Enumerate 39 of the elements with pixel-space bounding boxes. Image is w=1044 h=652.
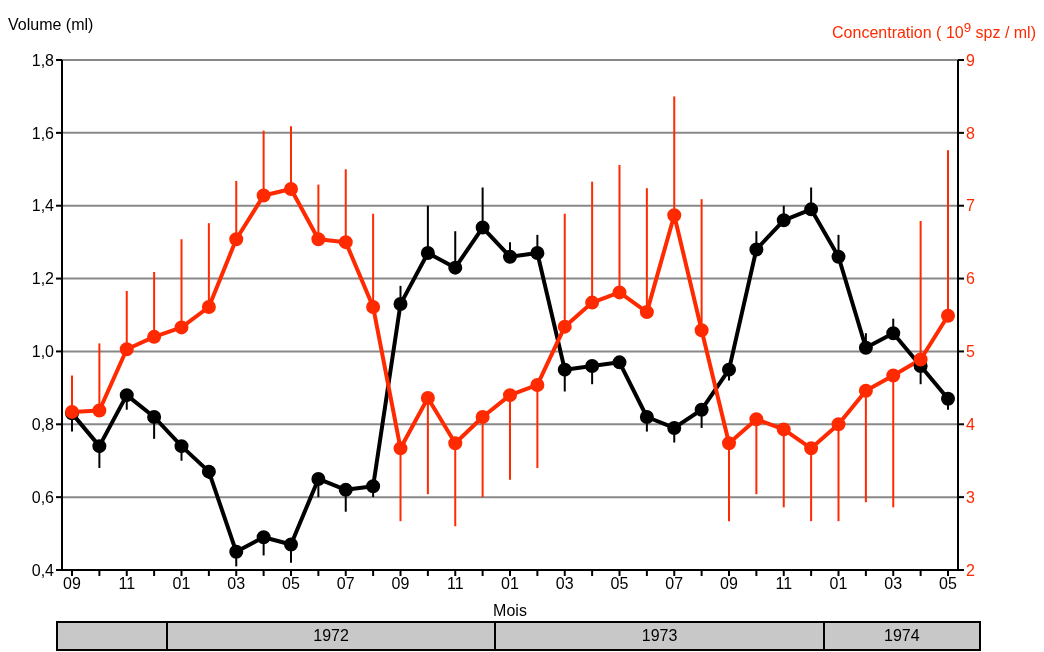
y-tick-label: 1,8 xyxy=(31,51,55,69)
x-tick-label: 05 xyxy=(282,575,300,593)
x-axis-title: Mois xyxy=(492,602,528,620)
x-tick-label: 03 xyxy=(555,575,574,593)
x-tick-label: 05 xyxy=(939,575,957,593)
y2-tick-label: 9 xyxy=(966,51,975,69)
y2-tick-label: 7 xyxy=(966,197,975,215)
x-tick-label: 03 xyxy=(227,575,246,593)
x-tick-label: 01 xyxy=(172,575,191,593)
x-tick-label: 07 xyxy=(665,575,684,593)
y-tick-label: 1,0 xyxy=(31,343,55,361)
x-tick-label: 05 xyxy=(610,575,629,593)
y-tick-label: 0,8 xyxy=(31,415,55,433)
y-tick-label: 0,4 xyxy=(31,561,55,579)
y2-tick-label: 5 xyxy=(966,343,975,361)
x-tick-label: 11 xyxy=(775,575,793,593)
y-axis-title: Volume (ml) xyxy=(8,16,94,34)
y2-axis-title: Concentration ( 10$^{9}$ spz / ml) xyxy=(832,20,1036,43)
x-tick-label: 07 xyxy=(336,575,355,593)
y2-tick-label: 4 xyxy=(966,415,975,433)
x-tick-label: 01 xyxy=(829,575,848,593)
y-tick-label: 1,2 xyxy=(31,270,55,288)
y-tick-label: 0,6 xyxy=(31,488,55,506)
y-tick-label: 1,4 xyxy=(31,197,55,215)
x-tick-label: 09 xyxy=(391,575,410,593)
x-tick-label: 03 xyxy=(884,575,903,593)
year-cell: 1973 xyxy=(496,621,825,651)
x-tick-label: 09 xyxy=(720,575,738,593)
year-cell: 1972 xyxy=(167,621,497,651)
x-tick-label: 11 xyxy=(446,575,464,593)
year-cell: 1974 xyxy=(824,621,981,651)
y2-tick-label: 8 xyxy=(966,124,975,142)
x-tick-label: 01 xyxy=(501,575,519,593)
y2-tick-label: 3 xyxy=(966,488,975,506)
y2-tick-label: 6 xyxy=(966,270,975,288)
x-tick-label: 11 xyxy=(118,575,136,593)
x-tick-label: 09 xyxy=(63,575,81,593)
y-tick-label: 1,6 xyxy=(31,124,55,142)
y2-tick-label: 2 xyxy=(966,561,975,579)
